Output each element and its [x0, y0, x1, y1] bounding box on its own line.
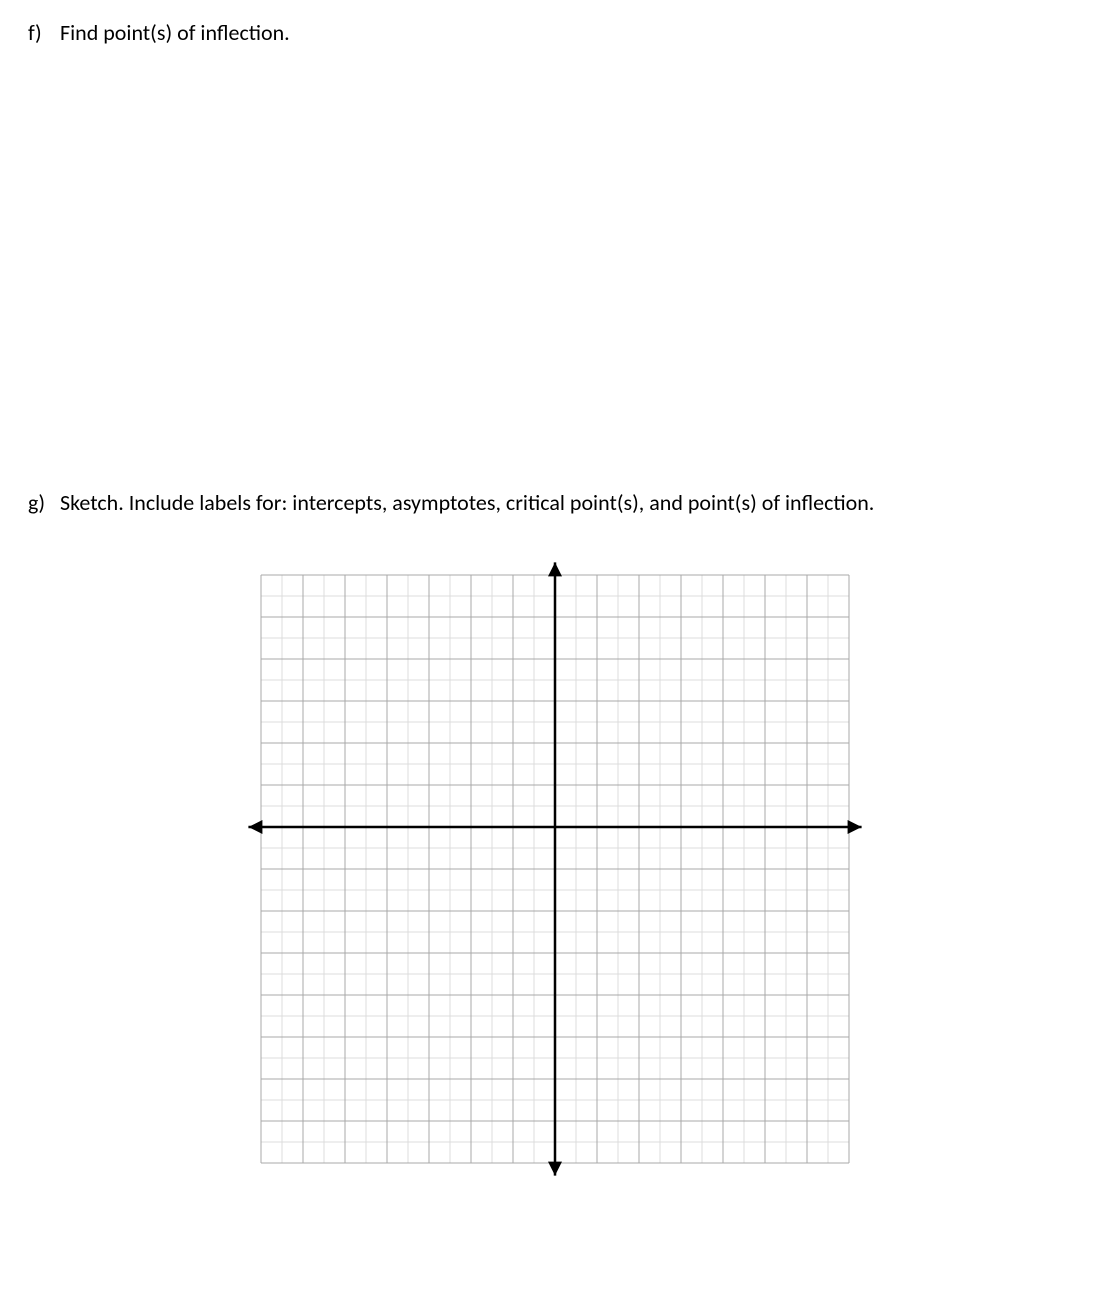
question-f-letter: f) — [28, 18, 60, 48]
graph-container — [28, 557, 1082, 1181]
question-g: g) Sketch. Include labels for: intercept… — [28, 488, 1082, 518]
coordinate-grid — [243, 557, 867, 1181]
question-g-text: Sketch. Include labels for: intercepts, … — [60, 488, 1082, 518]
worksheet-page: f) Find point(s) of inflection. g) Sketc… — [0, 0, 1110, 1304]
question-g-letter: g) — [28, 488, 60, 518]
question-f: f) Find point(s) of inflection. — [28, 18, 1082, 48]
question-f-text: Find point(s) of inflection. — [60, 18, 1082, 48]
answer-space-f — [28, 48, 1082, 488]
